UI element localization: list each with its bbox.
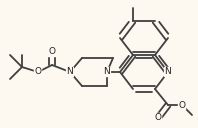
Text: O: O	[179, 100, 186, 109]
Text: N: N	[67, 67, 73, 77]
Text: O: O	[49, 47, 55, 56]
Text: O: O	[34, 67, 42, 77]
Text: N: N	[165, 67, 171, 77]
Text: O: O	[154, 114, 162, 122]
Text: N: N	[104, 67, 110, 77]
